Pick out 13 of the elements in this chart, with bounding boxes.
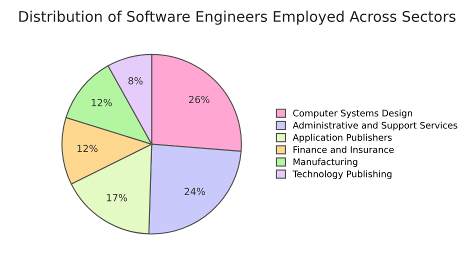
legend-label: Technology Publishing	[292, 170, 392, 180]
data-label: 12%	[92, 98, 112, 106]
legend-label: Application Publishers	[292, 134, 392, 143]
legend-label: Administrative and Support Services	[292, 122, 458, 130]
data-label: 8%	[128, 77, 143, 84]
data-label: 24%	[184, 188, 206, 196]
data-label: 17%	[107, 194, 128, 202]
chart-title: Distribution of Software Engineers Employed Across Sectors	[19, 10, 456, 25]
data-label: 26%	[189, 96, 210, 104]
legend-label: Computer Systems Design	[293, 110, 412, 118]
legend-label: Manufacturing	[294, 158, 358, 167]
legend-label: Finance and Insurance	[294, 146, 394, 154]
data-label: 12%	[78, 144, 98, 152]
